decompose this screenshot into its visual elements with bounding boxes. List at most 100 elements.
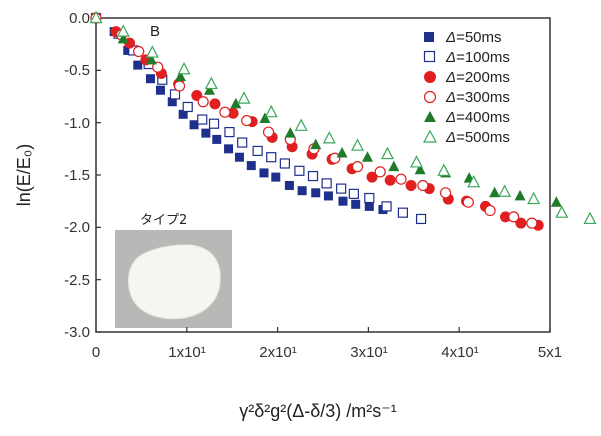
data-point bbox=[514, 189, 526, 201]
data-point bbox=[241, 114, 253, 127]
legend-marker-open-triangle bbox=[422, 129, 438, 143]
data-points bbox=[89, 10, 597, 231]
data-point bbox=[246, 161, 256, 171]
data-point bbox=[227, 107, 239, 119]
data-point bbox=[384, 174, 396, 186]
data-point bbox=[174, 70, 186, 82]
data-point bbox=[197, 114, 208, 125]
data-point bbox=[212, 134, 222, 144]
x-tick-label: 1x10¹ bbox=[168, 344, 206, 361]
data-point bbox=[583, 211, 597, 225]
data-point bbox=[395, 173, 407, 185]
data-point bbox=[224, 126, 235, 138]
data-point bbox=[380, 146, 394, 160]
data-point bbox=[294, 165, 305, 176]
inset-label: タイプ2 bbox=[140, 213, 187, 228]
data-point bbox=[259, 112, 271, 123]
legend: Δ=50ms Δ=100ms Δ=200ms Δ=300ms Δ=400ms Δ… bbox=[422, 29, 510, 146]
data-point bbox=[310, 138, 322, 150]
data-point bbox=[307, 170, 319, 182]
data-point bbox=[197, 96, 209, 108]
data-point bbox=[526, 217, 538, 229]
data-point bbox=[405, 179, 417, 191]
data-point bbox=[462, 196, 474, 208]
data-point bbox=[224, 144, 234, 154]
data-point bbox=[338, 196, 348, 206]
legend-label: Δ=500ms bbox=[445, 129, 510, 146]
data-point bbox=[336, 147, 348, 158]
data-point bbox=[417, 179, 429, 192]
legend-item: Δ=100ms bbox=[423, 49, 510, 66]
data-point bbox=[381, 201, 392, 212]
data-point bbox=[234, 152, 244, 162]
data-point bbox=[262, 126, 275, 138]
legend-item: Δ=500ms bbox=[422, 129, 510, 146]
y-tick-label: -2.5 bbox=[64, 272, 90, 289]
data-point bbox=[208, 118, 220, 129]
legend-label: Δ=100ms bbox=[445, 49, 510, 66]
x-axis-title: γ²δ²g²(Δ-δ/3) /m²s⁻¹ bbox=[239, 401, 397, 421]
data-point bbox=[89, 10, 103, 24]
y-tick-label: -1.5 bbox=[64, 167, 90, 184]
data-point bbox=[259, 168, 269, 178]
data-point bbox=[145, 74, 155, 84]
data-point bbox=[279, 158, 290, 169]
data-point bbox=[204, 84, 215, 95]
data-point bbox=[550, 196, 562, 207]
legend-marker-filled-triangle bbox=[424, 111, 436, 122]
y-tick-label: -1.0 bbox=[64, 115, 90, 132]
data-point bbox=[415, 213, 427, 225]
data-point bbox=[167, 97, 177, 107]
data-point bbox=[555, 205, 569, 218]
legend-item: Δ=400ms bbox=[424, 109, 510, 126]
x-tick-label: 2x10¹ bbox=[259, 344, 297, 361]
x-tick-label: 5x1 bbox=[538, 344, 562, 361]
series-5 bbox=[89, 10, 597, 225]
data-point bbox=[252, 145, 263, 157]
data-point bbox=[500, 211, 512, 223]
data-point bbox=[294, 118, 308, 131]
data-point bbox=[177, 61, 191, 75]
data-point bbox=[388, 160, 400, 172]
data-point bbox=[230, 97, 242, 109]
data-point bbox=[284, 127, 296, 138]
data-point bbox=[348, 188, 359, 199]
data-point bbox=[123, 45, 133, 55]
y-tick-label: -2.0 bbox=[64, 219, 90, 236]
data-point bbox=[178, 109, 188, 119]
data-point bbox=[527, 191, 541, 205]
data-point bbox=[336, 183, 347, 194]
data-point bbox=[374, 166, 386, 178]
data-point bbox=[508, 211, 520, 223]
data-point bbox=[145, 53, 157, 65]
data-point bbox=[323, 191, 333, 201]
x-tick-label: 0 bbox=[92, 344, 100, 361]
data-point bbox=[209, 98, 221, 110]
legend-label: Δ=300ms bbox=[445, 89, 510, 106]
data-point bbox=[173, 80, 186, 92]
data-point bbox=[397, 207, 409, 218]
data-point bbox=[366, 171, 378, 183]
data-point bbox=[467, 175, 481, 188]
legend-item: Δ=300ms bbox=[423, 89, 510, 106]
data-point bbox=[322, 131, 336, 144]
data-point bbox=[484, 204, 496, 217]
x-tick-label: 4x10¹ bbox=[441, 344, 479, 361]
data-point bbox=[351, 161, 364, 173]
data-point bbox=[266, 152, 277, 163]
data-point bbox=[117, 32, 129, 44]
data-point bbox=[219, 106, 231, 118]
data-point bbox=[351, 199, 361, 209]
data-point bbox=[133, 60, 143, 70]
data-point bbox=[439, 187, 452, 199]
data-point bbox=[152, 61, 164, 73]
data-point bbox=[182, 101, 193, 113]
data-point bbox=[169, 89, 181, 100]
data-point bbox=[515, 217, 527, 229]
data-point bbox=[201, 128, 211, 138]
data-point bbox=[189, 120, 199, 130]
data-point bbox=[351, 138, 364, 151]
legend-marker-filled-circle bbox=[424, 71, 436, 83]
data-point bbox=[155, 85, 165, 95]
